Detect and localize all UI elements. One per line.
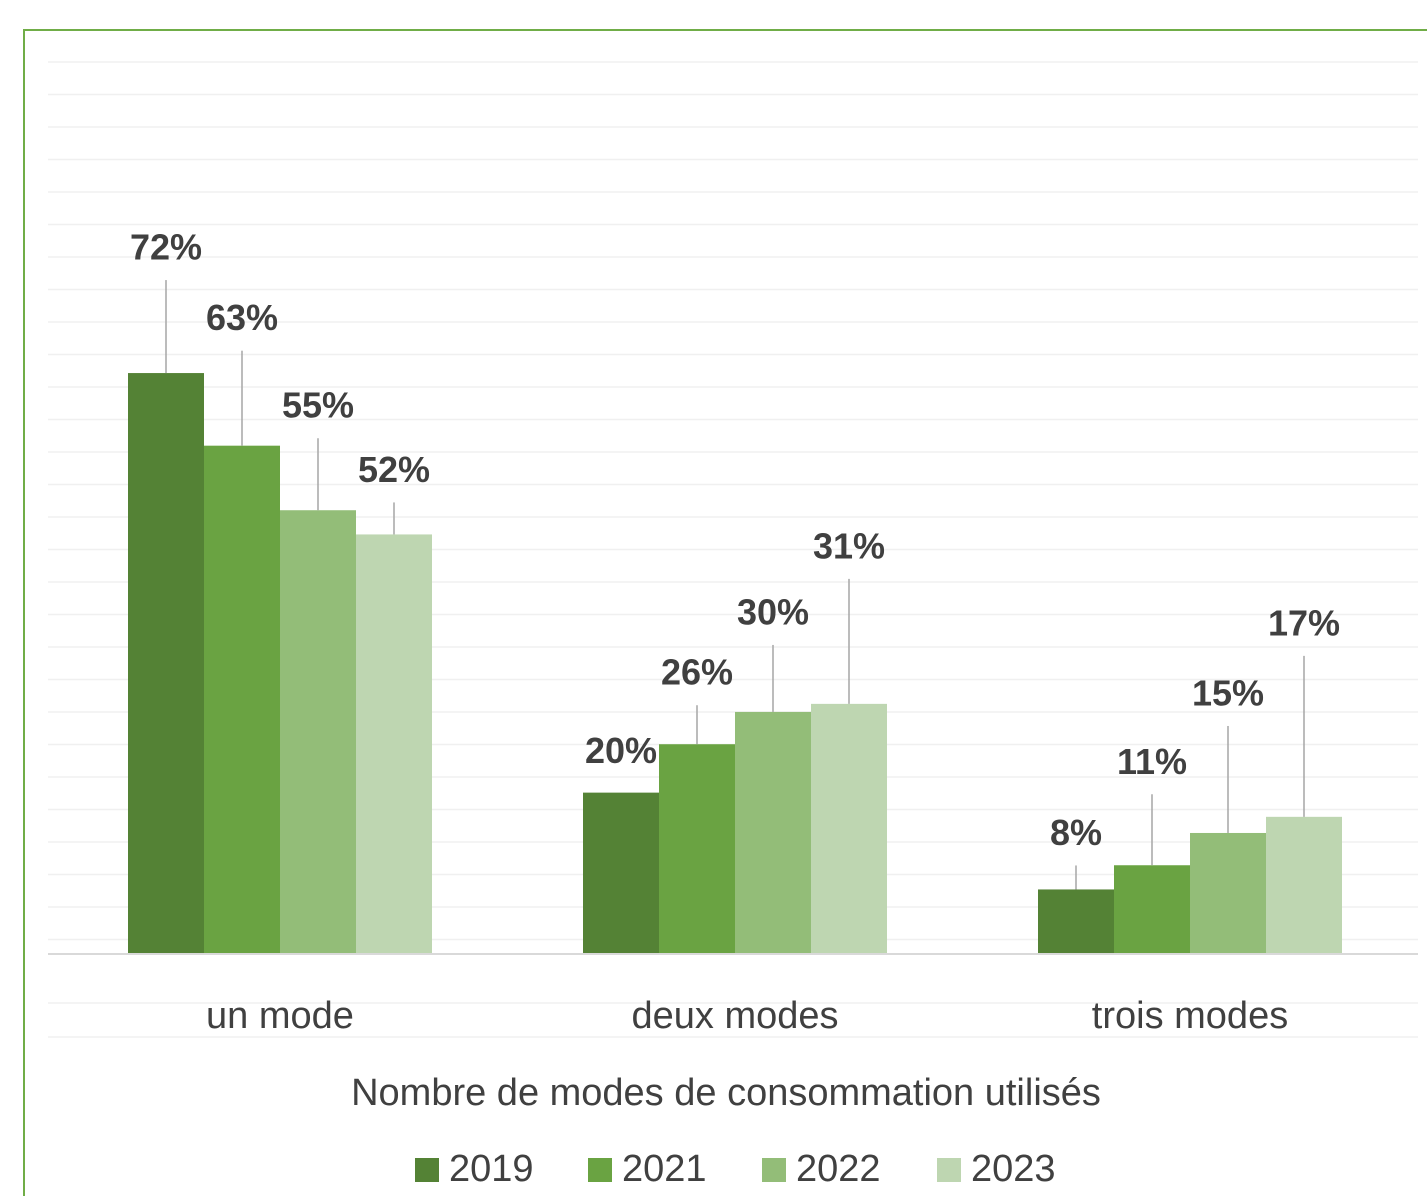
data-label: 20%	[585, 730, 657, 771]
bar	[356, 534, 432, 954]
bar	[659, 744, 735, 954]
legend-label: 2022	[796, 1148, 881, 1190]
data-label: 31%	[813, 525, 885, 566]
data-label: 72%	[130, 227, 202, 268]
data-label: 30%	[737, 591, 809, 632]
bar	[128, 373, 204, 954]
bar	[1266, 816, 1342, 954]
bar	[280, 510, 356, 954]
legend-swatch	[937, 1158, 961, 1182]
data-label: 15%	[1192, 672, 1264, 713]
data-label: 17%	[1268, 602, 1340, 643]
data-label: 11%	[1117, 741, 1187, 782]
legend-label: 2021	[622, 1148, 707, 1190]
bar	[1038, 889, 1114, 954]
x-axis-title: Nombre de modes de consommation utilisés	[351, 1072, 1101, 1114]
data-label: 8%	[1050, 812, 1102, 853]
x-tick-label: deux modes	[631, 995, 838, 1037]
bar	[1190, 832, 1266, 954]
legend-swatch	[762, 1158, 786, 1182]
bar	[811, 703, 887, 954]
data-label: 52%	[358, 449, 430, 490]
legend-label: 2023	[971, 1148, 1056, 1190]
x-tick-label: un mode	[206, 995, 354, 1037]
legend-swatch	[588, 1158, 612, 1182]
bar	[204, 445, 280, 954]
data-label: 26%	[661, 652, 733, 693]
legend-label: 2019	[449, 1148, 534, 1190]
data-label: 63%	[206, 297, 278, 338]
bar	[735, 711, 811, 954]
data-label: 55%	[282, 385, 354, 426]
x-tick-label: trois modes	[1092, 995, 1288, 1037]
bar	[1114, 865, 1190, 954]
chart-border	[23, 29, 1427, 1196]
bar	[583, 792, 659, 954]
legend-swatch	[415, 1158, 439, 1182]
